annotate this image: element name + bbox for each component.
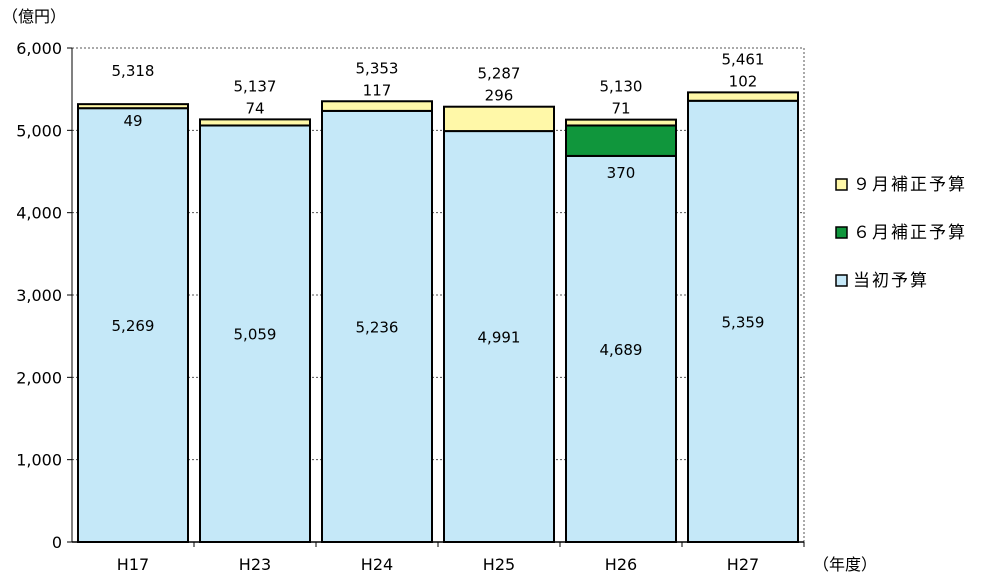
y-tick-label: 2,000	[16, 368, 62, 387]
y-tick-label: 5,000	[16, 121, 62, 140]
total-label: 5,130	[600, 78, 643, 96]
bar-segment	[77, 103, 189, 110]
legend-label: 当初予算	[853, 271, 929, 291]
x-tick-label: H26	[605, 555, 637, 574]
data-label: 117	[363, 81, 392, 99]
data-label: 5,269	[112, 317, 155, 335]
total-label: 5,353	[356, 59, 399, 77]
x-tick-label: H17	[117, 555, 149, 574]
y-tick-label: 1,000	[16, 451, 62, 470]
x-tick-label: H23	[239, 555, 271, 574]
y-tick-label: 6,000	[16, 39, 62, 58]
legend-label: ６月補正予算	[853, 223, 967, 243]
bar-segment	[565, 124, 677, 157]
data-label: 370	[607, 164, 636, 182]
bar-segment	[199, 124, 311, 543]
bar-segment	[77, 107, 189, 543]
legend-swatch	[835, 178, 848, 191]
bar-segment	[443, 130, 555, 543]
x-tick-label: H27	[727, 555, 759, 574]
legend-swatch	[835, 226, 848, 239]
gridlines	[72, 129, 804, 461]
y-axis: 0 1,000 2,000 3,000 4,000 5,000 6,000	[16, 39, 73, 552]
y-unit-label: （億円）	[2, 7, 66, 26]
y-tick-label: 0	[52, 533, 62, 552]
data-label: 296	[485, 87, 514, 105]
data-label: 4,689	[600, 341, 643, 359]
y-tick-label: 4,000	[16, 204, 62, 223]
data-label: 74	[245, 99, 264, 117]
bar-segment	[321, 109, 433, 543]
total-label: 5,318	[112, 62, 155, 80]
data-label: 71	[611, 100, 630, 118]
x-unit-label: （年度）	[813, 555, 877, 574]
data-label: 102	[729, 72, 758, 90]
legend-label: ９月補正予算	[853, 175, 967, 195]
total-label: 5,287	[478, 65, 521, 83]
bar-segment	[565, 154, 677, 543]
bar-segment	[443, 105, 555, 133]
bar-segment	[321, 100, 433, 112]
data-label: 5,359	[722, 313, 765, 331]
y-tick-label: 3,000	[16, 286, 62, 305]
total-label: 5,461	[722, 50, 765, 68]
total-label: 5,137	[234, 77, 277, 95]
x-tick-label: H24	[361, 555, 393, 574]
legend-swatch	[835, 274, 848, 287]
bar-segment	[199, 118, 311, 127]
bars: 5,269 49 5,318 5,059 74 5,137 5,236 117 5,353 4,9…	[77, 50, 799, 543]
data-label: 4,991	[478, 329, 521, 347]
bar-segment	[687, 99, 799, 543]
x-axis: H17 H23 H24 H25 H26 H27	[72, 541, 805, 574]
data-label: 5,059	[234, 326, 277, 344]
bar-segment	[687, 91, 799, 102]
data-label: 5,236	[356, 318, 399, 336]
data-label: 49	[123, 112, 142, 130]
x-tick-label: H25	[483, 555, 515, 574]
bar-segment	[565, 118, 677, 127]
